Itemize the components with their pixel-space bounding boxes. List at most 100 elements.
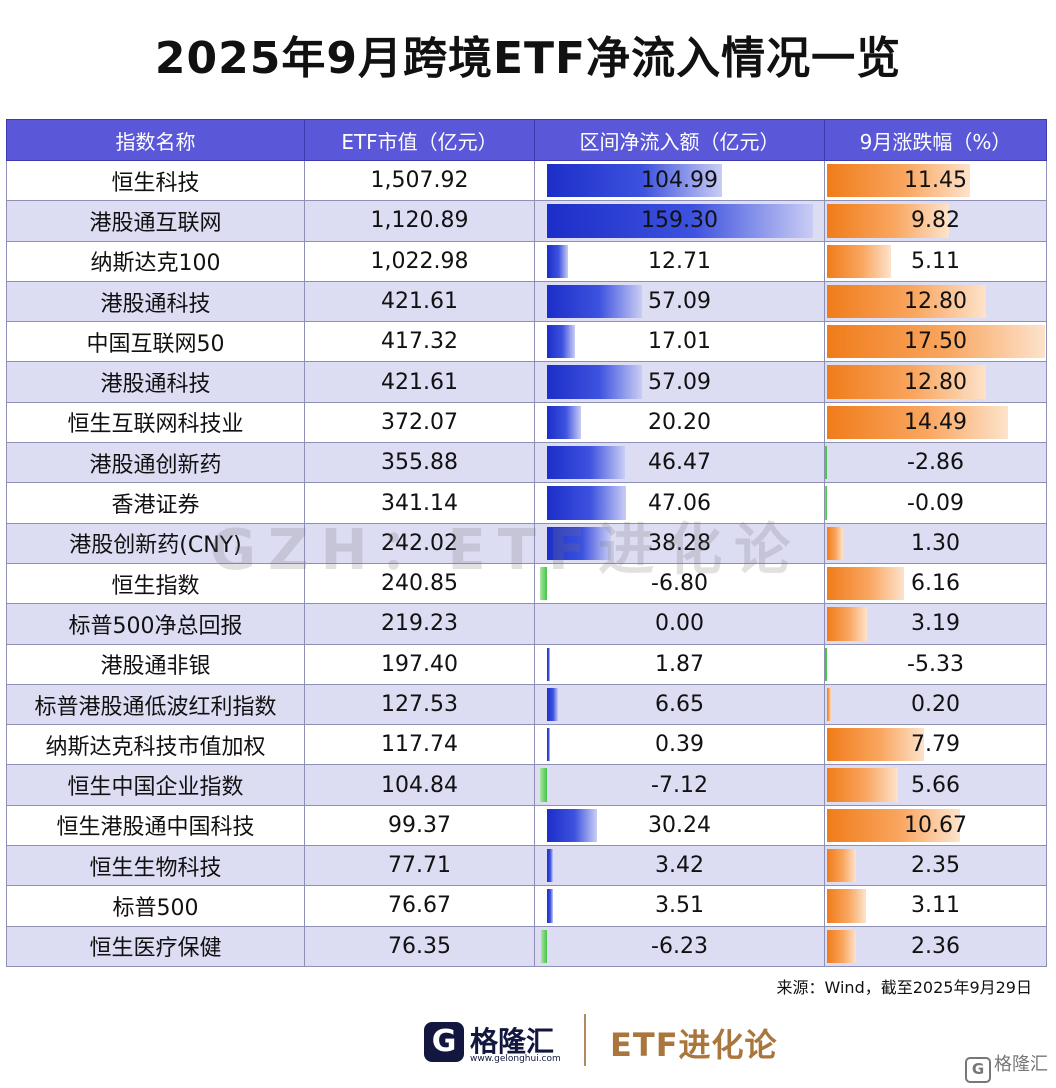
change-bar xyxy=(825,486,827,520)
change-cell: 5.66 xyxy=(824,764,1047,806)
change-bar xyxy=(827,808,960,843)
market-value-cell: 240.85 xyxy=(304,562,535,605)
change-bar xyxy=(825,647,827,681)
table-row: 恒生指数 240.85 -6.80 6.16 xyxy=(6,562,1047,605)
market-value-cell-value: 421.61 xyxy=(381,369,458,395)
net-inflow-bar xyxy=(547,325,576,359)
header-market-value: ETF市值（亿元） xyxy=(304,119,535,161)
change-cell: 7.79 xyxy=(824,724,1047,766)
change-bar xyxy=(827,405,1008,440)
change-cell-value: 5.66 xyxy=(911,772,960,798)
index-name-cell-value: 标普500净总回报 xyxy=(68,613,243,639)
table-row: 港股通互联网 1,120.89 159.30 9.82 xyxy=(6,200,1047,242)
net-inflow-bar xyxy=(540,566,547,601)
net-inflow-bar xyxy=(547,284,643,319)
change-cell-value: 3.19 xyxy=(911,611,960,637)
change-cell-value: 2.36 xyxy=(911,933,960,959)
change-cell: 14.49 xyxy=(824,401,1047,444)
market-value-cell-value: 197.40 xyxy=(381,651,458,677)
net-inflow-bar xyxy=(547,446,625,480)
table-row: 中国互联网50 417.32 17.01 17.50 xyxy=(6,321,1047,363)
change-cell-value: 3.11 xyxy=(911,893,960,919)
net-inflow-cell: 17.01 xyxy=(534,321,825,363)
net-inflow-cell-value: -6.80 xyxy=(651,571,708,597)
footer: G 格隆汇 www.gelonghui.com ETF进化论 xyxy=(0,1008,1056,1072)
page-title: 2025年9月跨境ETF净流入情况一览 xyxy=(154,33,902,84)
gelonghui-logo-name: 格隆汇 xyxy=(470,1025,555,1058)
change-cell-value: -2.86 xyxy=(907,450,964,476)
gelonghui-logo-icon: G xyxy=(424,1022,464,1062)
index-name-cell-value: 香港证券 xyxy=(111,493,200,519)
change-cell: 5.11 xyxy=(824,240,1047,282)
index-name-cell-value: 港股通互联网 xyxy=(89,210,222,236)
net-inflow-cell-value: 46.47 xyxy=(648,450,711,476)
market-value-cell: 104.84 xyxy=(304,764,535,806)
net-inflow-cell-value: 17.01 xyxy=(648,329,711,355)
table-row: 恒生生物科技 77.71 3.42 2.35 xyxy=(6,845,1047,887)
market-value-cell: 197.40 xyxy=(304,643,535,685)
table-row: 标普港股通低波红利指数 127.53 6.65 0.20 xyxy=(6,683,1047,726)
index-name-cell: 恒生中国企业指数 xyxy=(6,764,305,806)
change-cell-value: 5.11 xyxy=(911,248,960,274)
table-row: 标普500净总回报 219.23 0.00 3.19 xyxy=(6,603,1047,645)
index-name-cell: 标普500净总回报 xyxy=(6,603,305,645)
net-inflow-bar xyxy=(547,889,553,923)
change-cell: 12.80 xyxy=(824,280,1047,323)
etf-table: 指数名称 ETF市值（亿元） 区间净流入额（亿元） 9月涨跌幅（%） 恒生科技 1… xyxy=(6,119,1047,967)
net-inflow-cell: 38.28 xyxy=(534,522,825,564)
change-cell: 3.11 xyxy=(824,885,1047,927)
change-cell: 10.67 xyxy=(824,804,1047,847)
net-inflow-bar xyxy=(539,768,547,802)
table-row: 恒生中国企业指数 104.84 -7.12 5.66 xyxy=(6,764,1047,806)
market-value-cell-value: 219.23 xyxy=(381,611,458,637)
market-value-cell-value: 1,120.89 xyxy=(370,208,469,234)
index-name-cell-value: 标普500 xyxy=(112,895,199,921)
market-value-cell: 77.71 xyxy=(304,845,535,887)
market-value-cell-value: 77.71 xyxy=(388,853,451,879)
market-value-cell: 355.88 xyxy=(304,442,535,484)
table-row: 纳斯达克100 1,022.98 12.71 5.11 xyxy=(6,240,1047,282)
change-cell-value: 11.45 xyxy=(904,168,967,194)
net-inflow-bar xyxy=(547,647,551,681)
footer-divider xyxy=(584,1014,586,1066)
net-inflow-cell: 46.47 xyxy=(534,442,825,484)
etf-brand: ETF进化论 xyxy=(610,1026,778,1064)
index-name-cell-value: 港股创新药(CNY) xyxy=(69,533,242,559)
index-name-cell: 恒生指数 xyxy=(6,562,305,605)
index-name-cell-value: 恒生中国企业指数 xyxy=(67,775,244,801)
table-row: 纳斯达克科技市值加权 117.74 0.39 7.79 xyxy=(6,724,1047,766)
change-bar xyxy=(827,728,925,762)
market-value-cell: 76.67 xyxy=(304,885,535,927)
table-row: 恒生科技 1,507.92 104.99 11.45 xyxy=(6,159,1047,202)
change-cell: 2.36 xyxy=(824,925,1047,967)
change-cell: 0.20 xyxy=(824,683,1047,726)
net-inflow-cell-value: -7.12 xyxy=(651,772,708,798)
table-row: 港股创新药(CNY) 242.02 38.28 1.30 xyxy=(6,522,1047,564)
index-name-cell: 恒生科技 xyxy=(6,159,305,202)
index-name-cell-value: 恒生医疗保健 xyxy=(89,936,222,962)
change-cell-value: 6.16 xyxy=(911,571,960,597)
net-inflow-cell: 104.99 xyxy=(534,159,825,202)
change-bar xyxy=(827,929,857,963)
net-inflow-cell-value: 159.30 xyxy=(641,208,718,234)
market-value-cell-value: 127.53 xyxy=(381,692,458,717)
table-row: 港股通科技 421.61 57.09 12.80 xyxy=(6,361,1047,403)
index-name-cell-value: 港股通科技 xyxy=(100,291,211,317)
index-name-cell: 标普港股通低波红利指数 xyxy=(6,683,305,726)
table-row: 恒生医疗保健 76.35 -6.23 2.36 xyxy=(6,925,1047,967)
corner-logo-text: 格隆汇 xyxy=(994,1054,1048,1075)
market-value-cell-value: 104.84 xyxy=(381,772,458,798)
index-name-cell-value: 纳斯达克科技市值加权 xyxy=(45,734,266,760)
change-cell: 11.45 xyxy=(824,159,1047,202)
change-bar xyxy=(827,244,891,278)
change-bar xyxy=(827,566,904,601)
header-net-inflow: 区间净流入额（亿元） xyxy=(534,119,825,161)
corner-watermark: G 格隆汇 xyxy=(965,1050,1048,1083)
table-row: 恒生港股通中国科技 99.37 30.24 10.67 xyxy=(6,804,1047,847)
change-cell: 9.82 xyxy=(824,200,1047,242)
market-value-cell: 242.02 xyxy=(304,522,535,564)
index-name-cell-value: 恒生科技 xyxy=(111,170,200,196)
net-inflow-bar xyxy=(547,486,626,520)
index-name-cell: 恒生互联网科技业 xyxy=(6,401,305,444)
market-value-cell: 1,120.89 xyxy=(304,200,535,242)
